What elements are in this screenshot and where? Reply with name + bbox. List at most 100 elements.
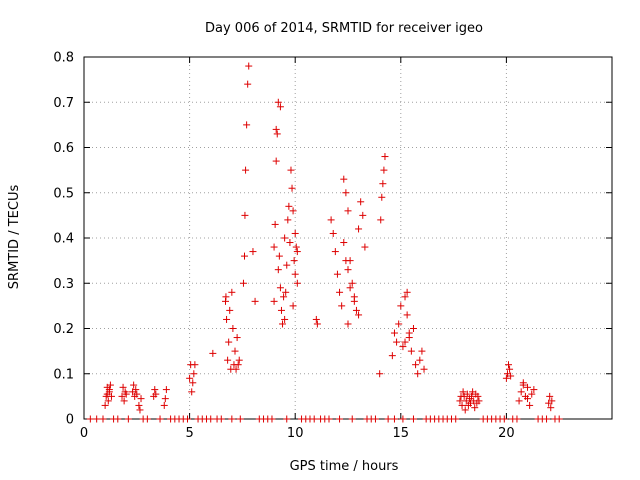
data-point xyxy=(468,392,476,400)
data-point xyxy=(160,401,168,409)
data-point xyxy=(348,279,356,287)
data-point xyxy=(270,243,278,251)
data-point xyxy=(281,315,289,323)
data-point xyxy=(292,243,300,251)
data-point xyxy=(384,415,392,423)
data-point xyxy=(401,338,409,346)
data-point xyxy=(186,374,194,382)
data-point xyxy=(107,392,115,400)
data-point xyxy=(225,338,233,346)
data-point xyxy=(162,386,170,394)
data-point xyxy=(241,252,249,260)
data-point xyxy=(461,406,469,414)
data-point xyxy=(290,257,298,265)
x-tick-label: 15 xyxy=(393,426,410,441)
data-point xyxy=(276,103,284,111)
data-point xyxy=(274,98,282,106)
data-point xyxy=(226,306,234,314)
data-point xyxy=(381,153,389,161)
data-point xyxy=(235,356,243,364)
data-point xyxy=(355,311,363,319)
data-point xyxy=(229,325,237,332)
data-point xyxy=(207,415,215,423)
data-point xyxy=(291,270,299,278)
data-point xyxy=(234,361,242,369)
data-point xyxy=(379,180,387,188)
data-point xyxy=(275,252,283,260)
data-point xyxy=(313,320,321,328)
data-point xyxy=(106,381,114,389)
data-point xyxy=(412,361,420,369)
data-point xyxy=(327,216,335,224)
data-point xyxy=(340,239,348,247)
data-point xyxy=(243,121,251,129)
data-point xyxy=(280,293,288,301)
data-point xyxy=(515,397,523,405)
data-point xyxy=(543,415,551,423)
y-tick-label: 0.4 xyxy=(53,232,74,247)
data-point xyxy=(342,257,350,265)
data-point xyxy=(507,372,515,380)
data-point xyxy=(222,293,230,301)
data-point xyxy=(86,415,94,423)
data-point xyxy=(272,157,280,165)
y-tick-label: 0 xyxy=(66,413,74,428)
data-point xyxy=(471,404,479,412)
data-point xyxy=(191,361,199,369)
data-point xyxy=(338,302,346,310)
data-point xyxy=(547,404,555,412)
data-point xyxy=(251,297,259,305)
data-point xyxy=(388,352,396,360)
data-point xyxy=(403,311,411,319)
data-point xyxy=(245,62,253,70)
data-point xyxy=(463,390,471,398)
plot-border xyxy=(83,56,613,420)
data-point xyxy=(344,207,352,215)
data-point xyxy=(135,401,143,409)
data-point xyxy=(390,415,398,423)
x-tick-label: 5 xyxy=(185,426,193,441)
data-point xyxy=(474,392,482,400)
data-point xyxy=(293,248,301,256)
data-point xyxy=(344,266,352,274)
data-point xyxy=(310,415,318,423)
data-point xyxy=(217,415,225,423)
data-point xyxy=(277,306,285,314)
data-point xyxy=(401,293,409,301)
data-point xyxy=(333,270,341,278)
data-point xyxy=(357,198,365,206)
data-point xyxy=(414,370,422,378)
data-point xyxy=(103,390,111,398)
data-point xyxy=(104,397,112,405)
data-point xyxy=(336,288,344,296)
data-point xyxy=(399,415,407,423)
data-point xyxy=(105,386,113,394)
y-axis-label: SRMTID / TECUs xyxy=(7,185,22,290)
y-tick-label: 0.1 xyxy=(53,367,74,382)
data-point xyxy=(120,397,128,405)
data-point xyxy=(397,302,405,310)
data-point xyxy=(526,401,534,409)
data-point xyxy=(239,279,247,287)
data-point xyxy=(291,229,299,237)
grid xyxy=(84,57,612,419)
data-point xyxy=(352,306,360,314)
data-point xyxy=(519,381,527,389)
data-point xyxy=(393,338,401,346)
data-point xyxy=(399,343,407,351)
data-point xyxy=(378,193,386,201)
data-point xyxy=(288,184,296,192)
data-point xyxy=(133,390,141,398)
data-point xyxy=(289,207,297,215)
data-point xyxy=(183,415,191,423)
x-tick-label: 0 xyxy=(80,426,88,441)
y-tick-label: 0.6 xyxy=(53,141,74,156)
data-point xyxy=(273,130,281,138)
data-point xyxy=(548,397,556,405)
data-point xyxy=(380,166,388,174)
data-point xyxy=(209,349,217,357)
data-point xyxy=(99,415,107,423)
data-point xyxy=(500,415,508,423)
data-point xyxy=(274,266,282,274)
data-point xyxy=(101,401,109,409)
